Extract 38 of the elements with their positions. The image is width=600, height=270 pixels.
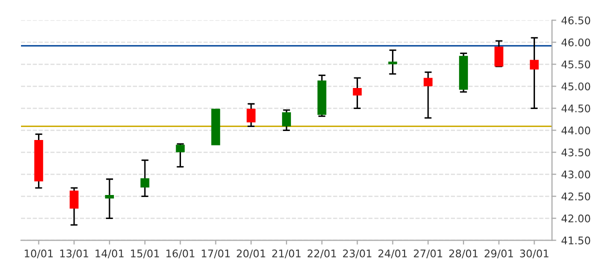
- x-tick-label: 10/01: [24, 250, 53, 258]
- candlestick: [494, 40, 504, 68]
- x-tick-label: 20/01: [236, 250, 266, 258]
- y-tick-label: 41.50: [562, 236, 590, 244]
- y-tick-label: 43.00: [562, 170, 590, 178]
- candlestick: [388, 49, 398, 75]
- y-tick-label: 46.00: [562, 38, 590, 46]
- y-tick-label: 43.50: [562, 148, 590, 156]
- candlestick: [105, 178, 114, 219]
- y-tick-label: 44.50: [562, 104, 590, 112]
- y-tick-label: 45.00: [562, 82, 590, 90]
- x-tick-label: 24/01: [378, 250, 407, 258]
- x-tick-label: 17/01: [202, 250, 230, 258]
- x-tick-label: 22/01: [308, 250, 336, 258]
- x-tick-label: 16/01: [166, 250, 194, 258]
- candlestick: [424, 71, 433, 119]
- y-tick-label: 45.50: [562, 60, 590, 68]
- y-tick-label: 42.50: [562, 192, 590, 200]
- x-tick-label: 28/01: [449, 250, 478, 258]
- candlestick: [282, 109, 291, 131]
- y-tick-label: 44.00: [562, 126, 590, 134]
- candlestick: [352, 77, 362, 109]
- candlestick: [211, 108, 220, 146]
- x-tick-label: 27/01: [414, 250, 442, 258]
- x-tick-label: 13/01: [60, 250, 88, 258]
- candlestick: [176, 143, 185, 168]
- candlestick: [530, 37, 539, 109]
- x-tick-label: 21/01: [272, 250, 301, 258]
- candlestick: [140, 160, 150, 197]
- x-tick-label: 14/01: [96, 250, 124, 258]
- candlestick: [246, 103, 256, 128]
- x-tick-label: 23/01: [343, 250, 372, 258]
- y-tick-label: 46.50: [562, 16, 590, 24]
- candlestick: [70, 187, 79, 226]
- x-tick-label: 30/01: [520, 250, 548, 258]
- y-tick-label: 42.00: [562, 214, 590, 222]
- x-tick-label: 29/01: [484, 250, 513, 258]
- x-tick-label: 15/01: [131, 250, 159, 258]
